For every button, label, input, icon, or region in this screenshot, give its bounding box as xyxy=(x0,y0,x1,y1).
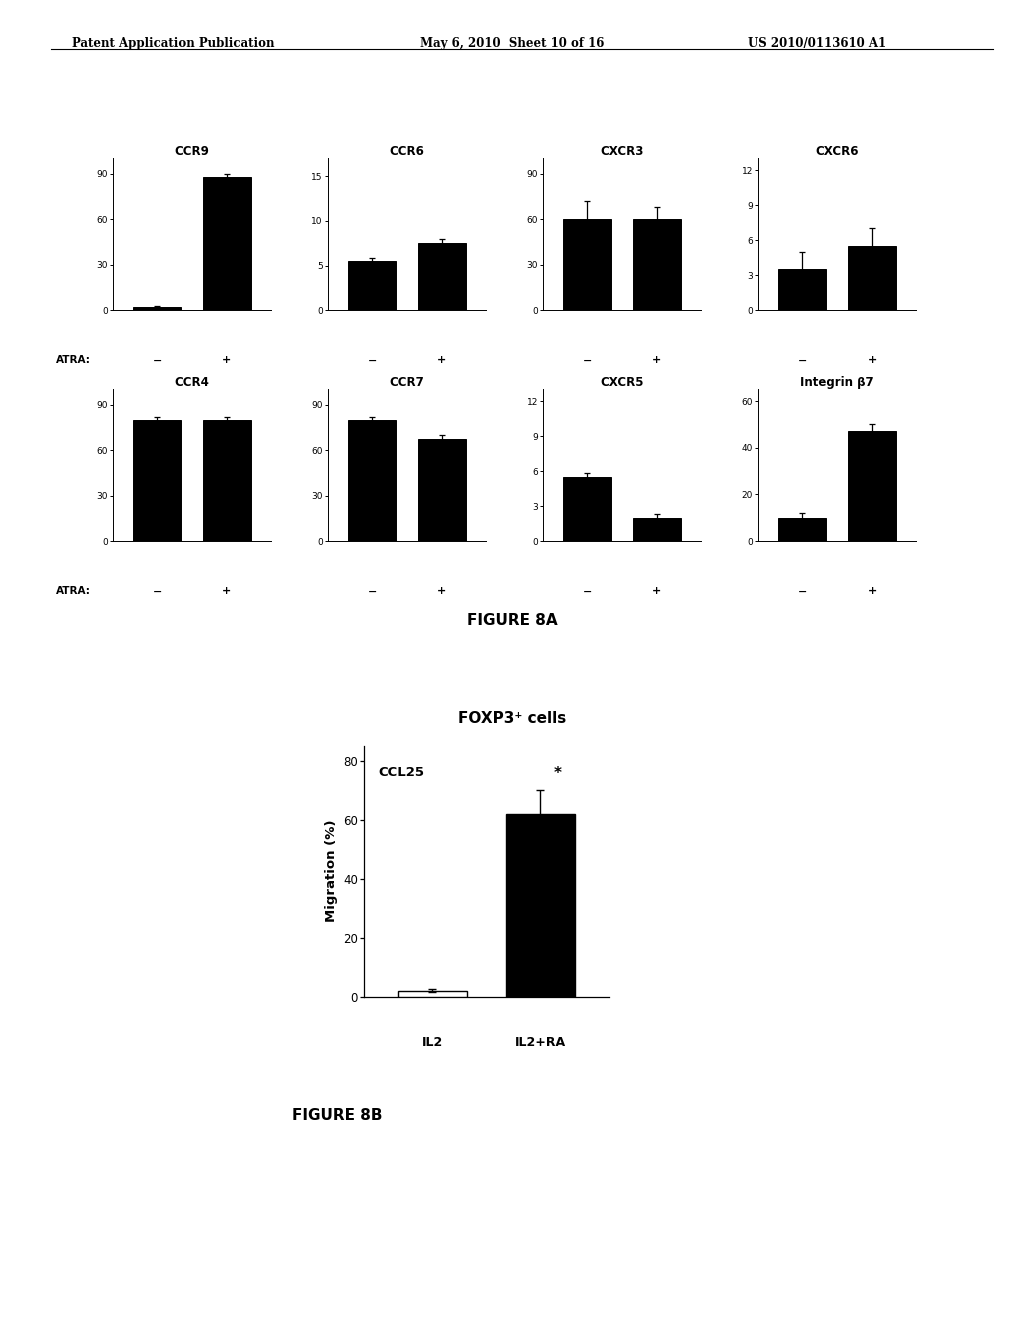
Bar xyxy=(133,420,181,541)
Text: US 2010/0113610 A1: US 2010/0113610 A1 xyxy=(748,37,886,50)
Text: +: + xyxy=(867,355,877,366)
Text: IL2+RA: IL2+RA xyxy=(515,1036,566,1049)
Text: −: − xyxy=(368,355,377,366)
Text: +: + xyxy=(437,355,446,366)
Text: Patent Application Publication: Patent Application Publication xyxy=(72,37,274,50)
Title: CXCR3: CXCR3 xyxy=(600,145,644,158)
Text: ATRA:: ATRA: xyxy=(56,355,91,366)
Bar xyxy=(203,420,251,541)
Title: CCR9: CCR9 xyxy=(174,145,210,158)
Text: −: − xyxy=(583,586,592,597)
Title: CCR4: CCR4 xyxy=(174,376,210,389)
Text: +: + xyxy=(652,586,662,597)
Bar xyxy=(633,219,681,310)
Bar xyxy=(778,517,826,541)
Text: May 6, 2010  Sheet 10 of 16: May 6, 2010 Sheet 10 of 16 xyxy=(420,37,604,50)
Text: +: + xyxy=(222,355,231,366)
Title: CCR7: CCR7 xyxy=(390,376,424,389)
Text: −: − xyxy=(798,586,807,597)
Text: −: − xyxy=(368,586,377,597)
Title: CCR6: CCR6 xyxy=(389,145,425,158)
Text: −: − xyxy=(798,355,807,366)
Text: FIGURE 8B: FIGURE 8B xyxy=(292,1107,382,1123)
Bar xyxy=(203,177,251,310)
Text: IL2: IL2 xyxy=(422,1036,443,1049)
Text: +: + xyxy=(222,586,231,597)
Bar xyxy=(398,991,467,997)
Title: Integrin β7: Integrin β7 xyxy=(801,376,873,389)
Text: −: − xyxy=(153,586,162,597)
Text: FOXP3⁺ cells: FOXP3⁺ cells xyxy=(458,711,566,726)
Text: +: + xyxy=(867,586,877,597)
Bar xyxy=(133,308,181,310)
Y-axis label: Migration (%): Migration (%) xyxy=(325,820,338,923)
Bar xyxy=(848,246,896,310)
Bar xyxy=(506,813,574,997)
Text: −: − xyxy=(153,355,162,366)
Bar xyxy=(348,420,396,541)
Text: +: + xyxy=(437,586,446,597)
Bar xyxy=(418,243,466,310)
Bar xyxy=(563,219,611,310)
Title: CXCR6: CXCR6 xyxy=(815,145,859,158)
Bar xyxy=(633,517,681,541)
Bar xyxy=(348,261,396,310)
Text: +: + xyxy=(652,355,662,366)
Bar xyxy=(563,477,611,541)
Bar xyxy=(778,269,826,310)
Text: FIGURE 8A: FIGURE 8A xyxy=(467,612,557,628)
Bar xyxy=(848,432,896,541)
Text: ATRA:: ATRA: xyxy=(56,586,91,597)
Bar xyxy=(418,440,466,541)
Text: −: − xyxy=(583,355,592,366)
Text: *: * xyxy=(554,766,562,781)
Title: CXCR5: CXCR5 xyxy=(600,376,644,389)
Text: CCL25: CCL25 xyxy=(378,766,424,779)
